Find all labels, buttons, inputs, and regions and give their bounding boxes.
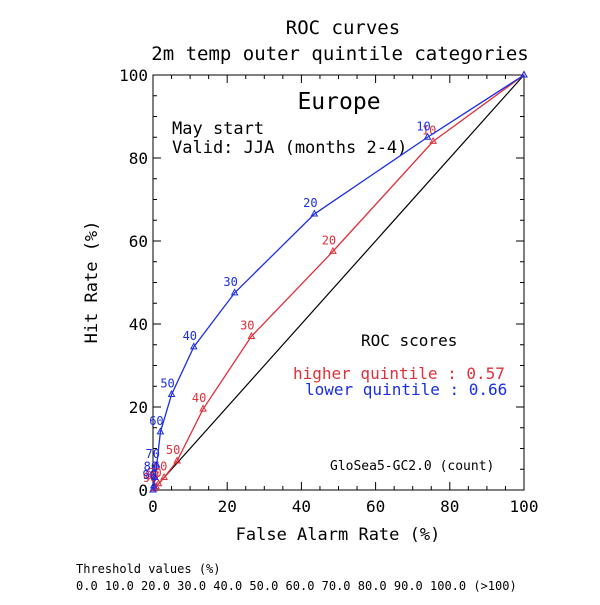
roc-point-marker (173, 456, 181, 464)
roc-point-marker (429, 136, 437, 144)
start-label: May start (172, 119, 264, 139)
roc-point-marker (247, 331, 256, 339)
roc-threshold-label: 20 (322, 233, 336, 247)
roc-point-marker (160, 473, 168, 481)
roc-threshold-label: 90 (143, 468, 157, 482)
valid-label: Valid: JJA (months 2-4) (172, 138, 407, 158)
x-axis-label: False Alarm Rate (%) (236, 525, 441, 545)
x-tick-label: 0 (148, 497, 158, 516)
roc-threshold-label: 10 (416, 119, 430, 133)
x-tick-label: 60 (366, 497, 385, 516)
model-label: GloSea5-GC2.0 (count) (330, 459, 494, 474)
no-skill-diagonal (152, 74, 525, 491)
roc-point-marker (423, 132, 432, 140)
roc-threshold-label: 70 (147, 466, 161, 480)
y-tick-label: 60 (129, 232, 148, 251)
roc-point-marker (199, 404, 207, 412)
roc-point-marker (152, 460, 161, 468)
roc-threshold-label: 60 (149, 414, 163, 428)
x-tick-label: 20 (218, 497, 237, 516)
roc-threshold-label: 80 (144, 460, 158, 474)
region-label: Europe (297, 89, 380, 115)
roc-threshold-label: 50 (160, 377, 174, 391)
roc-threshold-label: 50 (166, 443, 180, 457)
x-tick-label: 80 (440, 497, 459, 516)
roc-point-marker (329, 246, 337, 254)
lower-quintile-score: lower quintile : 0.66 (305, 380, 507, 399)
y-axis-label: Hit Rate (%) (82, 221, 102, 344)
roc-point-marker (230, 288, 239, 296)
roc-point-marker (149, 485, 157, 493)
roc-point-marker (520, 70, 528, 78)
chart-title: ROC curves (286, 17, 400, 39)
no-skill-line (152, 74, 525, 491)
roc-point-marker (151, 473, 159, 481)
x-tick-label: 100 (510, 497, 539, 516)
roc-point-marker (156, 427, 165, 435)
roc-curve-line (152, 74, 525, 491)
y-tick-label: 20 (129, 398, 148, 417)
roc-threshold-label: 20 (303, 196, 317, 210)
chart-subtitle: 2m temp outer quintile categories (151, 43, 529, 65)
y-tick-label: 40 (129, 315, 148, 334)
y-tick-label: 80 (129, 149, 148, 168)
x-tick-label: 40 (292, 497, 311, 516)
roc-point-marker (189, 342, 198, 350)
roc-threshold-label: 40 (192, 391, 206, 405)
roc-scores-heading: ROC scores (361, 331, 457, 350)
roc-point-marker (154, 479, 163, 487)
roc-threshold-label: 30 (240, 318, 254, 332)
threshold-heading: Threshold values (%) (76, 562, 221, 576)
roc-threshold-label: 40 (183, 329, 197, 343)
x-axis: 0 20 40 60 80 100 (148, 75, 538, 516)
y-axis: 0 20 40 60 80 100 (119, 66, 524, 500)
y-tick-label: 0 (138, 481, 148, 500)
roc-threshold-label: 70 (145, 447, 159, 461)
higher-quintile-score: higher quintile : 0.57 (293, 364, 505, 383)
threshold-values: 0.0 10.0 20.0 30.0 40.0 50.0 60.0 70.0 8… (76, 579, 517, 593)
roc-point-marker (167, 390, 176, 398)
roc-point-marker (310, 209, 319, 217)
y-tick-label: 100 (119, 66, 148, 85)
roc-threshold-label: 30 (223, 275, 237, 289)
